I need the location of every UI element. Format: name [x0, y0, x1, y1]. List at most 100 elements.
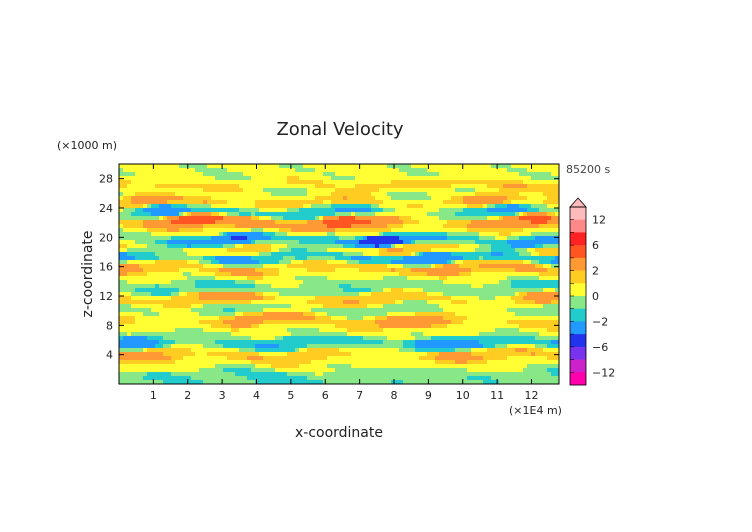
field-cell — [239, 256, 244, 261]
field-cell — [199, 308, 204, 313]
field-cell — [175, 196, 180, 201]
field-cell — [419, 280, 424, 285]
field-cell — [235, 168, 240, 173]
field-cell — [255, 292, 260, 297]
field-cell — [291, 164, 296, 169]
field-cell — [339, 336, 344, 341]
field-cell — [311, 204, 316, 209]
field-cell — [311, 300, 316, 305]
field-cell — [327, 272, 332, 277]
field-cell — [211, 240, 216, 245]
field-cell — [403, 244, 408, 249]
field-cell — [439, 248, 444, 253]
field-cell — [403, 260, 408, 265]
field-cell — [543, 180, 548, 185]
field-cell — [167, 268, 172, 273]
field-cell — [131, 236, 136, 241]
field-cell — [231, 280, 236, 285]
field-cell — [147, 176, 152, 181]
field-cell — [355, 264, 360, 269]
field-cell — [119, 196, 124, 201]
field-cell — [499, 328, 504, 333]
field-cell — [119, 184, 124, 189]
field-cell — [303, 172, 308, 177]
field-cell — [171, 252, 176, 257]
field-cell — [215, 256, 220, 261]
field-cell — [499, 172, 504, 177]
field-cell — [287, 232, 292, 237]
field-cell — [479, 200, 484, 205]
field-cell — [403, 284, 408, 289]
field-cell — [319, 196, 324, 201]
field-cell — [459, 248, 464, 253]
field-cell — [443, 320, 448, 325]
field-cell — [487, 328, 492, 333]
field-cell — [119, 344, 124, 349]
field-cell — [387, 200, 392, 205]
field-cell — [495, 308, 500, 313]
field-cell — [171, 172, 176, 177]
field-cell — [379, 236, 384, 241]
field-cell — [119, 228, 124, 233]
field-cell — [491, 168, 496, 173]
field-cell — [355, 236, 360, 241]
field-cell — [335, 264, 340, 269]
field-cell — [215, 288, 220, 293]
field-cell — [231, 236, 236, 241]
field-cell — [467, 264, 472, 269]
field-cell — [339, 176, 344, 181]
field-cell — [363, 212, 368, 217]
field-cell — [315, 196, 320, 201]
field-cell — [495, 272, 500, 277]
field-cell — [519, 172, 524, 177]
field-cell — [471, 240, 476, 245]
field-cell — [143, 288, 148, 293]
field-cell — [491, 272, 496, 277]
field-cell — [451, 296, 456, 301]
field-cell — [455, 332, 460, 337]
field-cell — [267, 248, 272, 253]
field-cell — [491, 252, 496, 257]
field-cell — [227, 280, 232, 285]
field-cell — [255, 164, 260, 169]
field-cell — [479, 328, 484, 333]
field-cell — [415, 308, 420, 313]
field-cell — [339, 164, 344, 169]
field-cell — [451, 184, 456, 189]
field-cell — [447, 312, 452, 317]
field-cell — [351, 208, 356, 213]
field-cell — [295, 180, 300, 185]
field-cell — [471, 324, 476, 329]
field-cell — [543, 200, 548, 205]
field-cell — [163, 192, 168, 197]
field-cell — [323, 256, 328, 261]
field-cell — [399, 184, 404, 189]
field-cell — [283, 192, 288, 197]
field-cell — [323, 244, 328, 249]
field-cell — [439, 276, 444, 281]
field-cell — [327, 168, 332, 173]
field-cell — [523, 200, 528, 205]
field-cell — [439, 168, 444, 173]
field-cell — [359, 264, 364, 269]
field-cell — [459, 164, 464, 169]
field-cell — [551, 260, 556, 265]
field-cell — [319, 184, 324, 189]
field-cell — [507, 200, 512, 205]
field-cell — [223, 164, 228, 169]
field-cell — [127, 284, 132, 289]
field-cell — [507, 172, 512, 177]
field-cell — [207, 172, 212, 177]
field-cell — [319, 312, 324, 317]
field-cell — [375, 196, 380, 201]
field-cell — [499, 224, 504, 229]
field-cell — [315, 268, 320, 273]
field-cell — [235, 272, 240, 277]
field-cell — [367, 260, 372, 265]
field-cell — [555, 232, 560, 237]
field-cell — [363, 180, 368, 185]
field-cell — [119, 300, 124, 305]
field-cell — [147, 240, 152, 245]
field-cell — [391, 308, 396, 313]
field-cell — [423, 272, 428, 277]
